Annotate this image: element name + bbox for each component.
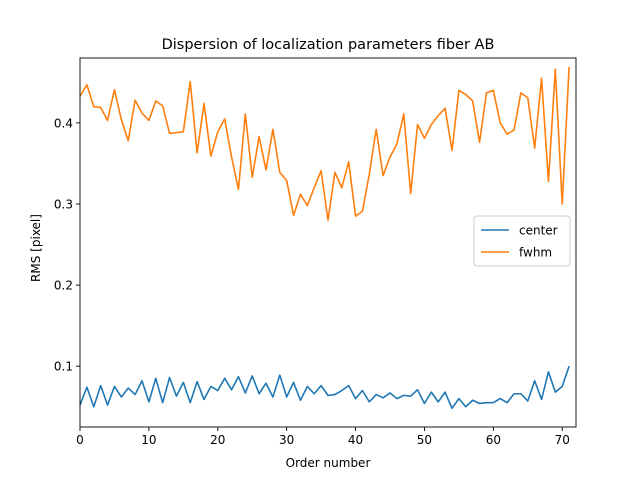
y-tick-label: 0.1 (54, 360, 73, 374)
plot-area (79, 57, 577, 428)
x-axis: 0 10 20 30 40 50 60 70 (76, 427, 570, 447)
x-tick-label: 10 (141, 433, 156, 447)
x-tick-label: 30 (279, 433, 294, 447)
series-line-fwhm (79, 66, 570, 221)
legend-label-fwhm: fwhm (519, 246, 552, 260)
x-tick-label: 50 (417, 433, 432, 447)
y-axis: 0.1 0.2 0.3 0.4 (54, 116, 80, 374)
axes-frame (79, 57, 577, 428)
legend-box (473, 215, 571, 267)
x-axis-label: Order number (286, 456, 371, 470)
y-tick-label: 0.3 (54, 197, 73, 211)
y-tick-label: 0.2 (54, 279, 73, 293)
chart-title: Dispersion of localization parameters fi… (162, 37, 495, 53)
y-tick-label: 0.4 (54, 116, 73, 130)
x-tick-label: 20 (210, 433, 225, 447)
legend-label-center: center (519, 224, 558, 238)
series-line-center (79, 365, 570, 410)
legend: center fwhm (473, 215, 571, 267)
x-tick-label: 70 (555, 433, 570, 447)
x-tick-label: 0 (76, 433, 84, 447)
x-tick-label: 40 (348, 433, 363, 447)
x-tick-label: 60 (486, 433, 501, 447)
y-axis-label: RMS [pixel] (29, 214, 43, 282)
